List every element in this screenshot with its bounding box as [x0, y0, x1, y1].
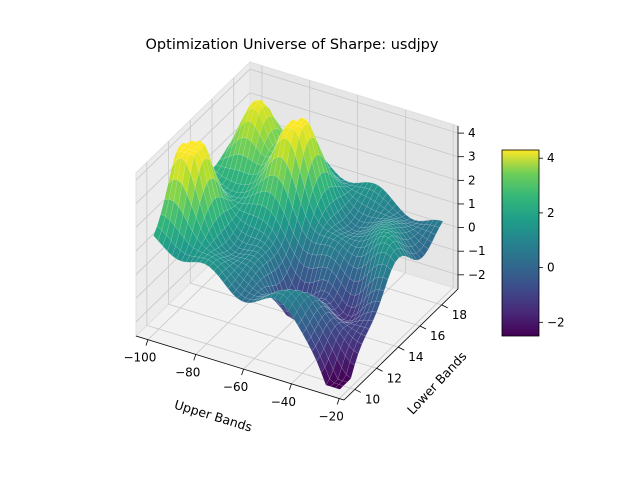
surface-cell: [393, 248, 403, 258]
z-tick-label: 4: [468, 126, 476, 140]
x-tick-mark: [289, 383, 292, 390]
surface-cell: [346, 361, 355, 379]
y-axis-ticks: 10 12 14 16 18: [354, 304, 467, 406]
y-tick-mark: [419, 325, 427, 330]
z-tick-label: 1: [468, 197, 476, 211]
x-axis-label: Upper Bands: [173, 397, 254, 435]
y-tick-label: 16: [430, 329, 445, 343]
colorbar-tick-label: −2: [547, 315, 565, 329]
x-tick-mark: [193, 354, 197, 361]
x-tick-label: −60: [223, 380, 248, 394]
surface-cell: [405, 250, 414, 261]
y-axis-line: [343, 288, 459, 401]
surface-cell: [386, 256, 396, 271]
y-tick-label: 10: [365, 392, 380, 406]
surface-mesh: [153, 99, 444, 390]
surface-cell: [430, 225, 440, 236]
x-tick-label: −80: [175, 365, 200, 379]
y-tick-mark: [441, 304, 448, 309]
surface-cell: [390, 250, 399, 263]
x-tick-label: −100: [123, 351, 156, 365]
chart-title: Optimization Universe of Sharpe: usdjpy: [146, 37, 439, 53]
z-tick-label: 0: [468, 221, 476, 235]
z-tick-label: −1: [468, 244, 486, 258]
x-axis-line: [135, 335, 345, 401]
surface-cell: [342, 374, 352, 383]
x-tick-mark: [145, 339, 149, 346]
z-tick-label: 3: [468, 150, 476, 164]
z-tick-label: −2: [468, 268, 486, 282]
colorbar-ticks: −2 0 2 4: [539, 151, 565, 329]
z-tick-label: 2: [468, 173, 476, 187]
colorbar-gradient: [501, 149, 540, 337]
surface-cell: [379, 277, 388, 292]
x-tick-mark: [336, 398, 340, 405]
surface-cell: [412, 253, 422, 261]
surface-cell: [434, 219, 444, 228]
surface-cell: [368, 311, 377, 322]
y-tick-label: 12: [387, 371, 402, 385]
colorbar-tick-label: 2: [547, 206, 555, 220]
surface-cell: [408, 252, 418, 261]
axis-lines: [135, 126, 459, 401]
z-axis-ticks: −2 −1 0 1 2 3 4: [458, 126, 486, 282]
x-tick-mark: [241, 368, 244, 376]
surface-cell: [334, 384, 344, 390]
surface-cell: [338, 380, 348, 386]
y-tick-label: 18: [452, 308, 467, 322]
y-tick-mark: [376, 367, 383, 372]
y-tick-mark: [398, 346, 405, 351]
y-tick-label: 14: [408, 350, 423, 364]
colorbar-tick-label: 0: [547, 261, 555, 275]
surface-cell: [423, 239, 433, 250]
x-tick-label: −40: [271, 395, 296, 409]
x-axis-ticks: −100 −80 −60 −40 −20: [123, 339, 344, 424]
y-tick-mark: [354, 389, 362, 393]
x-tick-label: −20: [319, 410, 344, 424]
colorbar-tick-label: 4: [547, 151, 555, 165]
surface-cell: [375, 289, 385, 303]
colorbar: −2 0 2 4: [501, 149, 565, 337]
